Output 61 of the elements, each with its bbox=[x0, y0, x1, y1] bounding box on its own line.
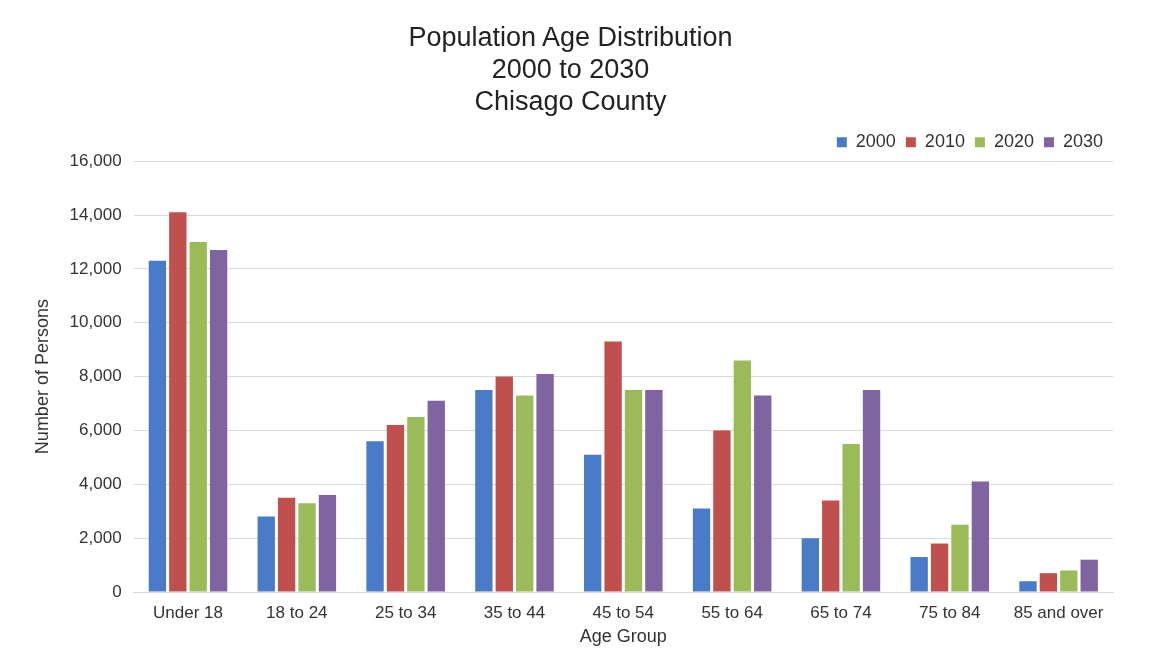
bar bbox=[801, 538, 820, 592]
bar bbox=[1039, 573, 1058, 592]
bar bbox=[386, 425, 405, 592]
legend-label: 2000 bbox=[855, 131, 896, 152]
x-tick-label: 85 and over bbox=[1013, 602, 1104, 622]
y-tick-label: 16,000 bbox=[69, 150, 122, 170]
bar bbox=[584, 454, 602, 592]
legend-label: 2010 bbox=[924, 131, 965, 152]
bar bbox=[645, 390, 663, 592]
bar bbox=[822, 500, 840, 592]
bar bbox=[910, 557, 928, 592]
y-tick-label: 0 bbox=[112, 581, 122, 601]
y-tick-label: 8,000 bbox=[79, 366, 122, 386]
bar bbox=[862, 390, 881, 592]
y-tick-label: 14,000 bbox=[69, 204, 122, 224]
bar bbox=[604, 341, 622, 592]
bar bbox=[754, 395, 772, 592]
x-tick-label: Under 18 bbox=[153, 602, 223, 622]
x-tick-label: 25 to 34 bbox=[374, 602, 437, 622]
x-tick-label: 18 to 24 bbox=[266, 602, 328, 622]
bar bbox=[189, 241, 207, 592]
bar bbox=[971, 481, 990, 592]
bar bbox=[427, 400, 445, 592]
y-axis-title: Number of Persons bbox=[31, 299, 52, 455]
x-tick-label: 65 to 74 bbox=[810, 602, 872, 622]
bar bbox=[366, 441, 384, 592]
bar bbox=[516, 395, 534, 592]
bar bbox=[169, 212, 187, 592]
bar bbox=[257, 516, 275, 592]
bar bbox=[930, 543, 949, 592]
bar bbox=[277, 497, 296, 592]
bar bbox=[1019, 581, 1037, 592]
bar bbox=[495, 376, 513, 592]
bar bbox=[148, 260, 167, 592]
bar bbox=[475, 390, 493, 592]
bar bbox=[298, 503, 316, 592]
bar bbox=[842, 443, 860, 592]
x-tick-label: 55 to 64 bbox=[701, 602, 763, 622]
bar bbox=[209, 250, 228, 592]
y-tick-label: 12,000 bbox=[69, 258, 122, 278]
bar bbox=[318, 495, 337, 592]
x-tick-label: 45 to 54 bbox=[592, 602, 655, 622]
bar bbox=[624, 390, 643, 592]
y-tick-label: 10,000 bbox=[69, 312, 122, 332]
y-tick-label: 2,000 bbox=[79, 527, 122, 547]
y-tick-label: 6,000 bbox=[79, 420, 122, 440]
legend-label: 2030 bbox=[1062, 131, 1103, 152]
bar bbox=[1060, 570, 1078, 592]
bar bbox=[536, 373, 554, 592]
bar bbox=[1080, 559, 1098, 592]
y-tick-label: 4,000 bbox=[79, 473, 122, 493]
x-tick-label: 35 to 44 bbox=[483, 602, 546, 622]
bar bbox=[692, 508, 711, 592]
x-tick-label: 75 to 84 bbox=[919, 602, 981, 622]
bar bbox=[951, 524, 969, 592]
bar bbox=[713, 430, 731, 592]
bar bbox=[733, 360, 751, 592]
bar bbox=[407, 416, 425, 592]
x-axis-title: Age Group bbox=[579, 626, 667, 647]
legend-label: 2020 bbox=[993, 131, 1034, 152]
chart-title: Population Age Distribution 2000 to 2030 Chisago County bbox=[408, 21, 733, 117]
